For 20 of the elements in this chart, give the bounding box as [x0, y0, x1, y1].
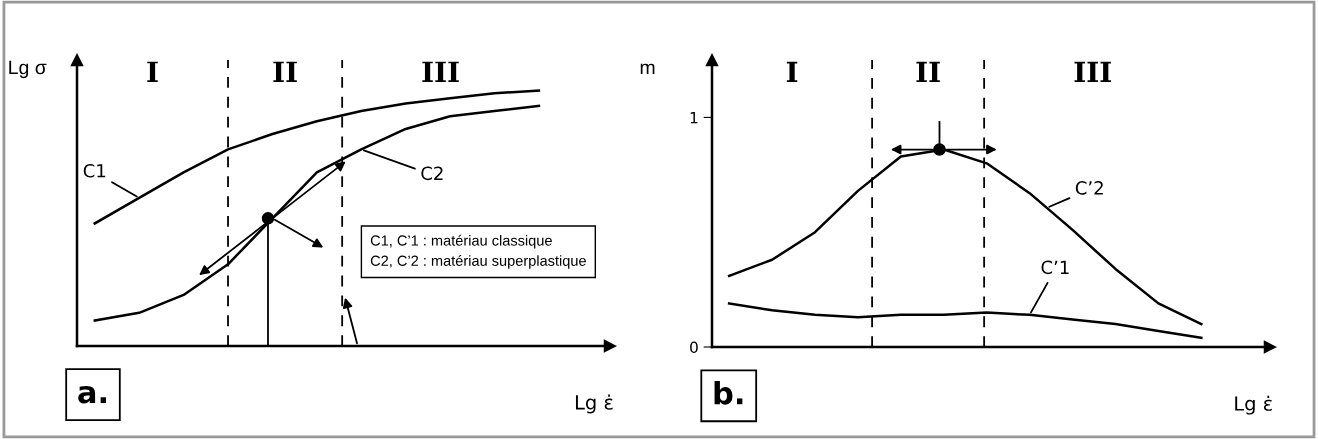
annotation: III — [1074, 61, 1111, 83]
y-axis-title: Lg σ — [9, 60, 47, 79]
series-label: C1 — [83, 163, 106, 178]
y-axis-title: m — [640, 63, 655, 75]
annotation: II — [916, 61, 940, 83]
text: II — [273, 61, 297, 82]
text: I — [147, 61, 158, 82]
text: III — [422, 61, 459, 82]
x-axis-title: Lg ε̇ — [575, 394, 613, 414]
text: a. — [78, 385, 106, 404]
text: C2 — [421, 166, 443, 181]
annotation: C2, C’2 : matériau superplastique — [370, 255, 586, 269]
y-tick-label: 0 — [690, 341, 698, 354]
y-tick-label: 1 — [690, 112, 698, 124]
x-axis-title: Lg ε̇ — [1235, 395, 1272, 415]
annotation: C1, C’1 : matériau classique — [370, 234, 552, 249]
annotation: I — [786, 61, 798, 83]
text: C’1 — [1041, 260, 1069, 275]
text: b. — [714, 381, 743, 405]
series-label: C’2 — [1075, 181, 1103, 195]
